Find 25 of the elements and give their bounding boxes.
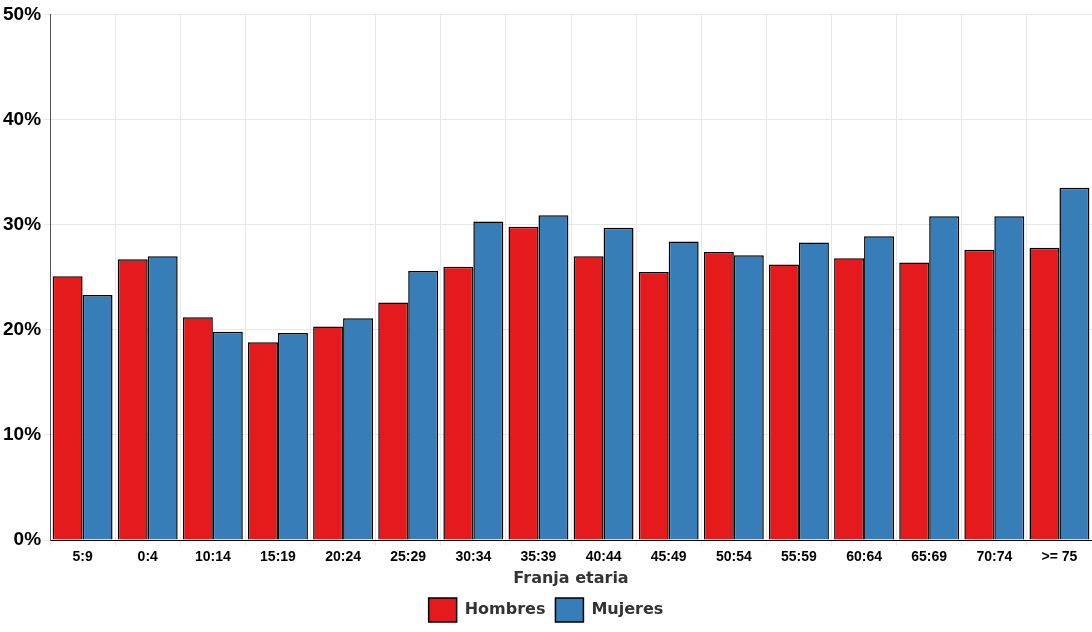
x-tick-label: 70:74 [976,548,1013,565]
x-tick-label: 50:54 [715,548,752,565]
x-tick-label: 35:39 [520,548,557,565]
y-tick-label: 50% [3,2,42,24]
y-tick-label: 30% [3,212,42,234]
x-tick-label: 5:9 [72,548,93,565]
y-tick-label: 40% [3,107,42,129]
x-tick-label: 10:14 [194,548,231,565]
x-tick-label: 60:64 [846,548,883,565]
x-axis-title: Franja etaria [513,567,629,587]
x-tick-label: 55:59 [781,548,818,565]
x-tick-label: 65:69 [911,548,948,565]
x-tick-label: 45:49 [650,548,687,565]
legend-label: Hombres [464,599,546,619]
y-tick-label: 0% [13,528,42,550]
x-tick-label: 30:34 [455,548,492,565]
y-tick-label: 10% [3,423,42,445]
legend-label: Mujeres [591,599,664,619]
x-tick-label: 25:29 [390,548,427,565]
x-tick-label: 40:44 [585,548,622,565]
x-tick-label: 20:24 [325,548,362,565]
x-tick-label: >= 75 [1041,548,1078,565]
y-tick-label: 20% [3,317,42,339]
x-tick-label: 15:19 [260,548,297,565]
x-tick-label: 0:4 [137,548,159,565]
